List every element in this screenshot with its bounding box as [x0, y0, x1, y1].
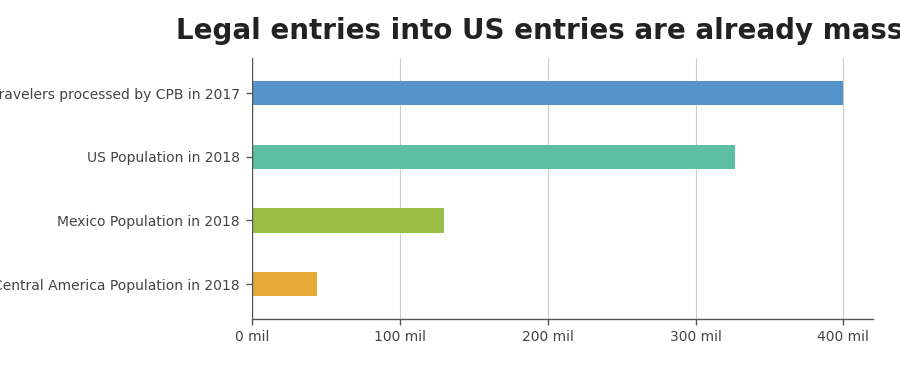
Bar — [252, 209, 445, 233]
Bar — [252, 145, 735, 169]
Title: Legal entries into US entries are already massive: Legal entries into US entries are alread… — [176, 17, 900, 45]
Bar — [252, 81, 843, 105]
Bar — [252, 272, 317, 296]
